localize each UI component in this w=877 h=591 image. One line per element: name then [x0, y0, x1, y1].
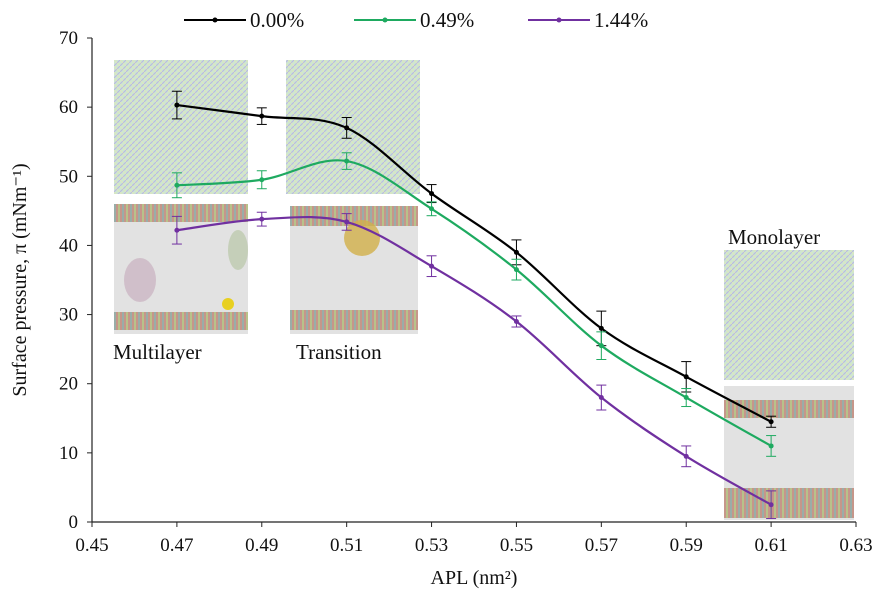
legend-marker-2 [556, 17, 562, 23]
data-point [429, 263, 435, 269]
legend-item-0: 0.00% [184, 8, 304, 32]
x-axis-title: APL (nm²) [431, 567, 518, 589]
data-point [768, 443, 774, 449]
data-point [174, 102, 180, 108]
annotation-transition: Transition [296, 340, 382, 364]
data-point [513, 267, 519, 273]
data-point [259, 216, 265, 222]
series-2 [171, 211, 777, 520]
y-axis-title: Surface pressure, π (mNm⁻¹) [9, 163, 31, 396]
annotation-multilayer: Multilayer [113, 340, 202, 364]
data-point [513, 249, 519, 255]
y-tick-label: 60 [59, 97, 78, 118]
x-tick-label: 0.49 [245, 535, 278, 556]
data-point [259, 113, 265, 119]
data-point [513, 318, 519, 324]
x-tick-label: 0.55 [500, 535, 533, 556]
legend-marker-1 [382, 17, 388, 23]
transition-side-view-image [290, 206, 418, 334]
simulation-snapshots [114, 60, 854, 520]
legend-marker-0 [212, 17, 218, 23]
x-tick-label: 0.59 [670, 535, 703, 556]
legend-label-2: 1.44% [594, 8, 648, 32]
data-point [768, 419, 774, 425]
data-point [344, 158, 350, 164]
transition-top-view-image [286, 60, 420, 194]
data-point [174, 227, 180, 233]
annotation-monolayer: Monolayer [728, 225, 820, 249]
data-point [259, 177, 265, 183]
data-point [598, 343, 604, 349]
y-tick-label: 30 [59, 305, 78, 326]
x-tick-label: 0.61 [754, 535, 787, 556]
data-point [683, 374, 689, 380]
x-tick-label: 0.53 [415, 535, 448, 556]
data-point [768, 502, 774, 508]
data-point [429, 206, 435, 212]
y-tick-label: 0 [69, 512, 79, 533]
x-tick-label: 0.45 [75, 535, 108, 556]
x-tick-label: 0.63 [839, 535, 872, 556]
legend-label-1: 0.49% [420, 8, 474, 32]
data-point [174, 182, 180, 188]
y-tick-label: 40 [59, 235, 78, 256]
series-line-2 [176, 215, 772, 506]
legend-label-0: 0.00% [250, 8, 304, 32]
y-tick-label: 50 [59, 166, 78, 187]
data-point [598, 395, 604, 401]
data-point [598, 325, 604, 331]
y-tick-label: 10 [59, 443, 78, 464]
plot-axes: 0 10 20 30 40 50 60 70 0.45 0.47 0.49 0.51 0.53 0.55… [59, 28, 873, 556]
data-point [429, 191, 435, 197]
y-tick-label: 70 [59, 28, 78, 49]
data-point [683, 453, 689, 459]
legend-item-1: 0.49% [354, 8, 474, 32]
series-0 [171, 90, 777, 428]
data-point [683, 395, 689, 401]
data-point [344, 219, 350, 225]
x-tick-label: 0.57 [585, 535, 618, 556]
y-tick-label: 20 [59, 374, 78, 395]
series-line-0 [176, 103, 772, 423]
x-tick-label: 0.51 [330, 535, 363, 556]
series-1 [171, 152, 777, 457]
multilayer-side-view-image [114, 204, 248, 334]
series-line-1 [176, 159, 772, 447]
x-tick-label: 0.47 [160, 535, 193, 556]
monolayer-side-view-image [724, 386, 854, 520]
data-point [344, 125, 350, 131]
legend-item-2: 1.44% [528, 8, 648, 32]
legend: 0.00% 0.49% 1.44% [184, 8, 648, 32]
multilayer-top-view-image [114, 60, 248, 194]
monolayer-top-view-image [724, 250, 854, 380]
